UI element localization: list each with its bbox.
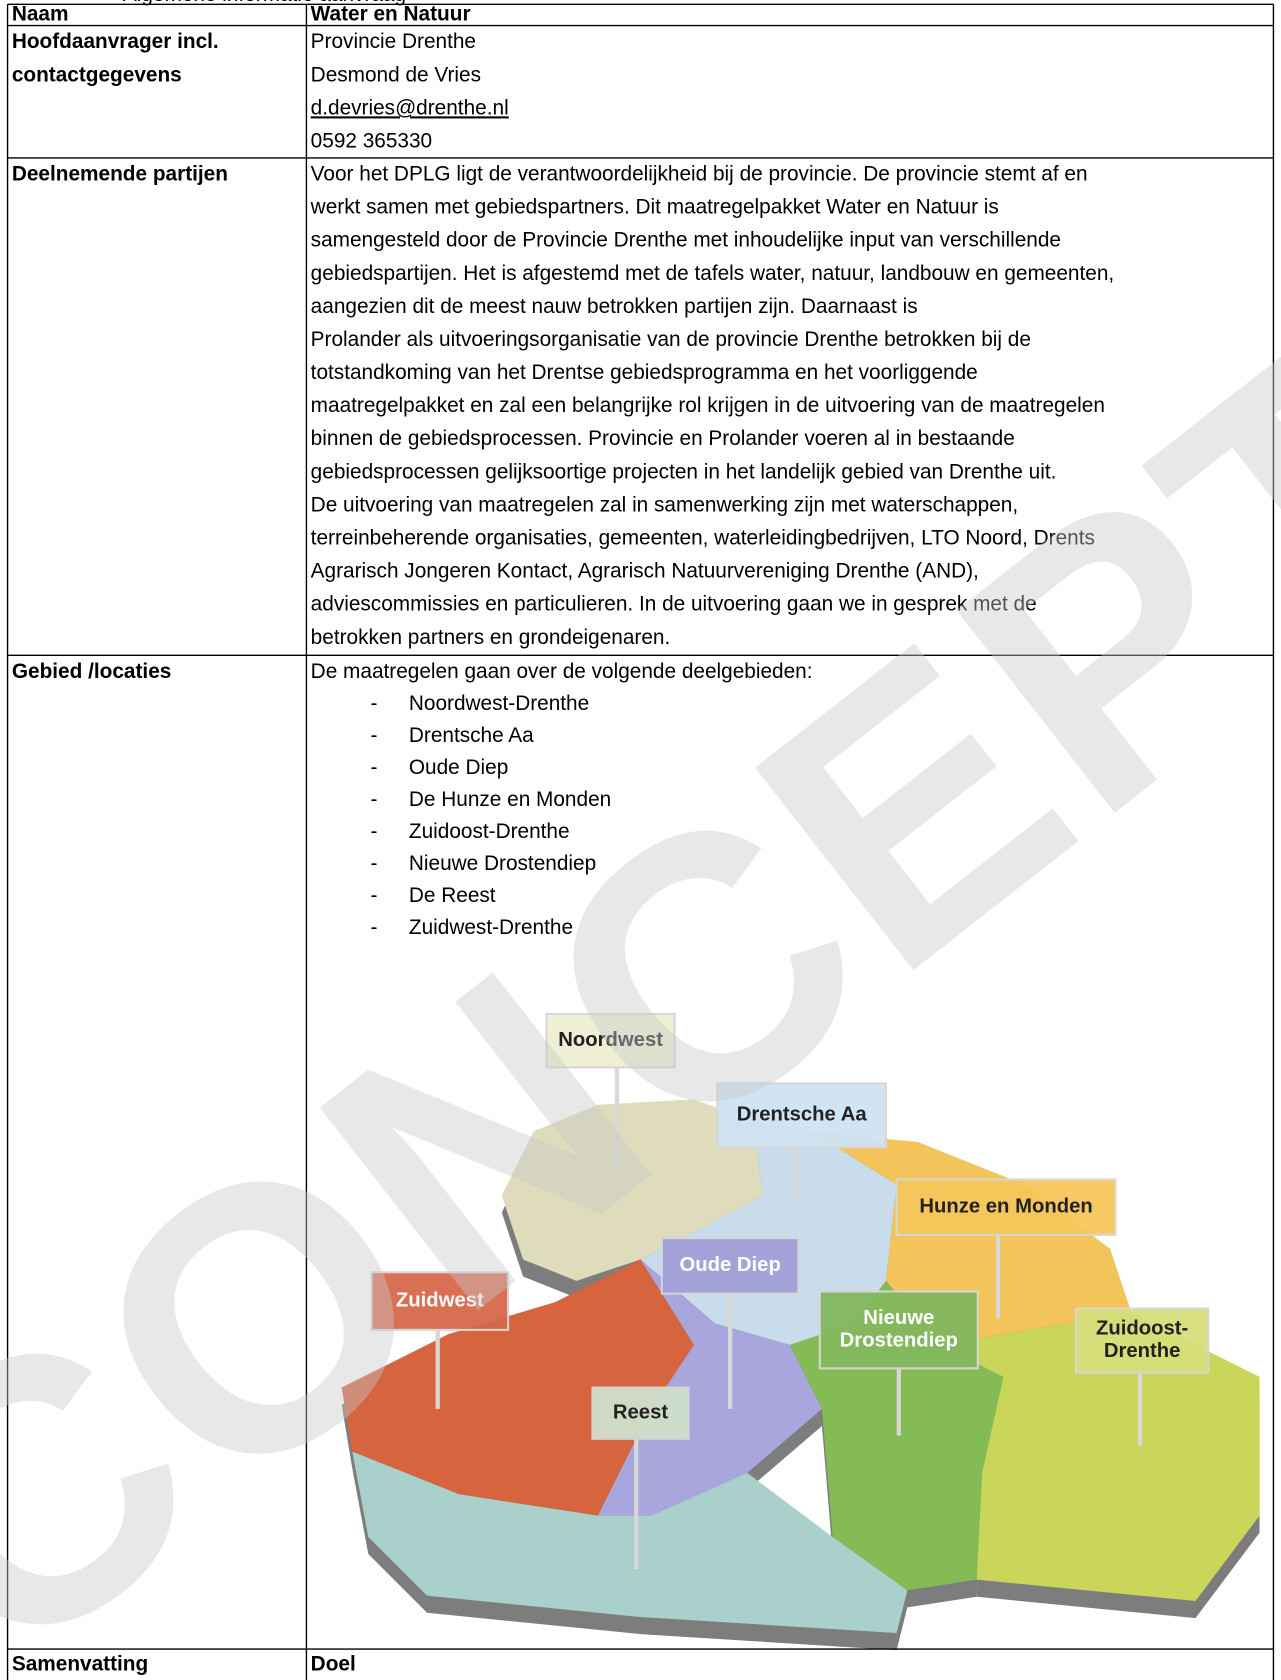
cell-text: totstandkoming van het Drentse gebiedspr… — [311, 361, 978, 384]
map-label: Hunze en Monden — [919, 1196, 1092, 1218]
cell-text: Voor het DPLG ligt de verantwoordelijkhe… — [311, 163, 1088, 186]
list-item: Noordwest-Drenthe — [409, 692, 589, 715]
callout-box — [818, 1290, 979, 1370]
map-label: Drentsche Aa — [737, 1104, 868, 1126]
callout-box — [660, 1237, 800, 1295]
list-marker: - — [370, 916, 377, 939]
region-reest — [352, 1451, 908, 1634]
region-zuidoost — [939, 1312, 1260, 1602]
row-label: contactgegevens — [12, 63, 182, 86]
cell-text: 0592 365330 — [311, 129, 432, 152]
callout-box — [716, 1082, 888, 1149]
map-label: Drostendiep — [840, 1329, 958, 1351]
list-item: De Hunze en Monden — [409, 788, 611, 811]
cell-text: werkt samen met gebiedspartners. Dit maa… — [310, 196, 999, 219]
row-label: Hoofdaanvrager incl. — [12, 30, 219, 53]
region-zuidwest — [341, 1259, 694, 1516]
cell-text: gebiedsprocessen gelijksoortige projecte… — [311, 460, 1057, 483]
map-label: Oude Diep — [679, 1254, 780, 1276]
list-item: Zuidwest-Drenthe — [409, 916, 573, 939]
map-label: Noordwest — [558, 1029, 663, 1051]
map-label: Zuidoost- — [1096, 1318, 1188, 1340]
row-label: Gebied /locaties — [12, 660, 172, 683]
region-oude-diep — [597, 1259, 822, 1516]
cell-text: Doel — [311, 1653, 356, 1676]
callout-box — [591, 1386, 690, 1440]
cell-text: terreinbeherende organisaties, gemeenten… — [311, 527, 1095, 550]
cell-text: De maatregelen gaan over de volgende dee… — [311, 660, 813, 683]
list-marker: - — [370, 724, 377, 747]
callout-box — [545, 1012, 676, 1069]
cell-text: betrokken partners en grondeigenaren. — [311, 626, 671, 649]
row-label: Samenvatting — [12, 1653, 148, 1676]
cell-text: adviescommissies en particulieren. In de… — [311, 593, 1037, 616]
list-item: Oude Diep — [409, 756, 508, 779]
list-marker: - — [370, 756, 377, 779]
cell-text: maatregelpakket en zal een belangrijke r… — [311, 394, 1105, 417]
cell-text: Agrarisch Jongeren Kontact, Agrarisch Na… — [311, 560, 979, 583]
cell-text: Provincie Drenthe — [311, 30, 476, 53]
list-marker: - — [370, 852, 377, 875]
cell-text: gebiedspartijen. Het is afgestemd met de… — [311, 262, 1115, 285]
region-map — [341, 1099, 1260, 1651]
map-label: Drenthe — [1104, 1340, 1181, 1362]
map-label: Nieuwe — [863, 1307, 934, 1329]
callout-box — [1074, 1307, 1210, 1374]
list-item: Nieuwe Drostendiep — [409, 852, 596, 875]
callout-box — [370, 1271, 510, 1331]
map-label: Reest — [613, 1402, 668, 1424]
row-label: Naam — [12, 2, 69, 25]
cell-text: Water en Natuur — [311, 2, 471, 25]
list-item: Zuidoost-Drenthe — [409, 820, 570, 843]
callout-box — [895, 1178, 1117, 1236]
map-label: Zuidwest — [396, 1289, 484, 1311]
region-noordwest — [501, 1099, 764, 1281]
cell-text: aangezien dit de meest nauw betrokken pa… — [311, 295, 918, 318]
row-label: Deelnemende partijen — [12, 163, 228, 186]
cell-text: binnen de gebiedsprocessen. Provincie en… — [311, 427, 1015, 450]
cell-text: Desmond de Vries — [311, 63, 481, 86]
email-link[interactable]: d.devries@drenthe.nl — [311, 96, 509, 119]
cell-text: Prolander als uitvoeringsorganisatie van… — [311, 328, 1031, 351]
cell-text: De uitvoering van maatregelen zal in sam… — [311, 493, 1018, 516]
section-heading: Algemene informatie aanvraag — [123, 0, 406, 6]
list-marker: - — [370, 820, 377, 843]
list-item: Drentsche Aa — [409, 724, 534, 747]
cell-text: samengesteld door de Provincie Drenthe m… — [311, 229, 1061, 252]
region-hunze — [811, 1131, 1132, 1345]
list-item: De Reest — [409, 884, 496, 907]
list-marker: - — [370, 788, 377, 811]
list-marker: - — [370, 692, 377, 715]
list-marker: - — [370, 884, 377, 907]
